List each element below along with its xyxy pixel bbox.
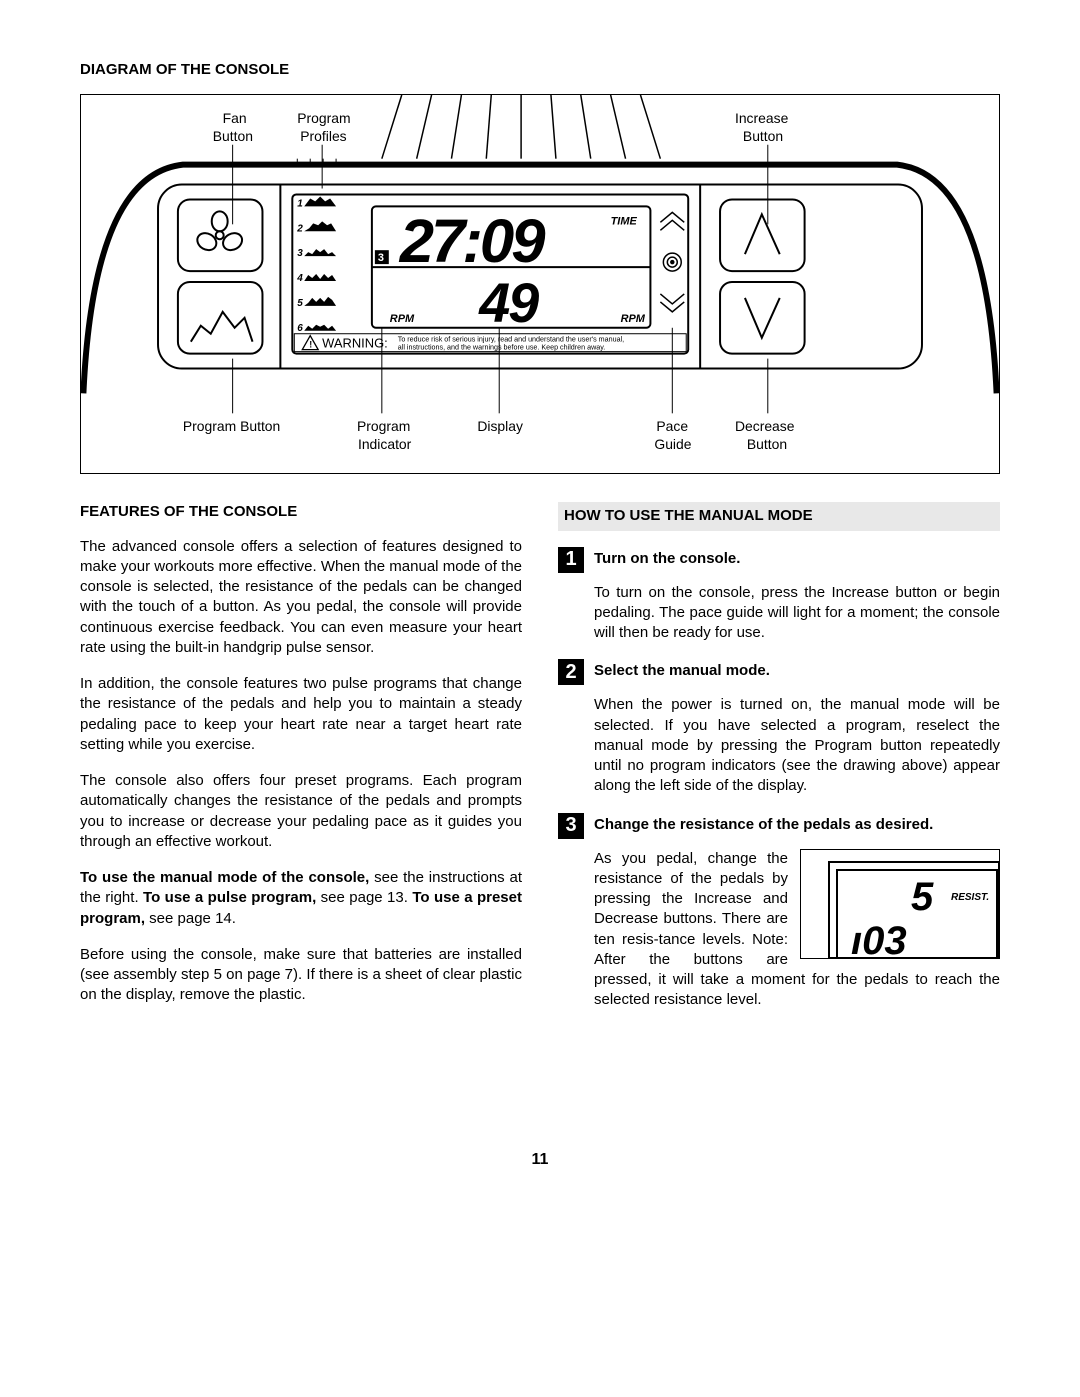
console-diagram: Fan Button Program Profiles Increase But… bbox=[80, 94, 1000, 474]
warning-word: WARNING: bbox=[322, 336, 388, 351]
pace-guide bbox=[660, 213, 684, 312]
label-program-button: Program Button bbox=[183, 418, 280, 434]
left-column: FEATURES OF THE CONSOLE The advanced con… bbox=[80, 502, 522, 1028]
lcd-time-label: TIME bbox=[611, 216, 638, 228]
svg-text:2: 2 bbox=[296, 224, 303, 235]
lcd-rpm-left: RPM bbox=[390, 313, 415, 325]
heading-features: FEATURES OF THE CONSOLE bbox=[80, 502, 522, 522]
step-num-2: 2 bbox=[558, 659, 584, 685]
svg-text:1: 1 bbox=[297, 199, 303, 210]
step-num-3: 3 bbox=[558, 813, 584, 839]
resist-label: RESIST. bbox=[951, 892, 989, 903]
resist-top-digit: 5 bbox=[911, 875, 934, 919]
label-increase-2: Button bbox=[743, 128, 783, 144]
program-indicator-value: 3 bbox=[378, 252, 384, 264]
label-decrease-1: Decrease bbox=[735, 418, 795, 434]
resist-bottom-digits: ı03 bbox=[851, 919, 907, 960]
label-fan-1: Fan bbox=[223, 110, 247, 126]
features-p1: The advanced console offers a selection … bbox=[80, 537, 522, 659]
step-2: 2 Select the manual mode. bbox=[558, 659, 1000, 685]
step3-body: RESIST. 5 ı03 As you pedal, change the r… bbox=[594, 849, 1000, 1011]
heading-diagram: DIAGRAM OF THE CONSOLE bbox=[80, 60, 1000, 80]
label-fan-2: Button bbox=[213, 128, 253, 144]
program-button[interactable] bbox=[178, 282, 263, 354]
fan-button[interactable] bbox=[178, 200, 263, 272]
label-indicator-1: Program bbox=[357, 418, 410, 434]
features-p2: In addition, the console features two pu… bbox=[80, 674, 522, 755]
svg-text:6: 6 bbox=[297, 323, 303, 334]
decrease-button[interactable] bbox=[720, 282, 805, 354]
label-pace-1: Pace bbox=[656, 418, 688, 434]
heading-manual: HOW TO USE THE MANUAL MODE bbox=[558, 502, 1000, 530]
features-p5: Before using the console, make sure that… bbox=[80, 945, 522, 1006]
label-decrease-2: Button bbox=[747, 436, 787, 452]
svg-text:3: 3 bbox=[297, 248, 303, 259]
step2-title: Select the manual mode. bbox=[594, 661, 770, 681]
step1-title: Turn on the console. bbox=[594, 549, 740, 569]
label-profiles-2: Profiles bbox=[300, 128, 346, 144]
svg-text:!: ! bbox=[309, 340, 312, 350]
label-increase-1: Increase bbox=[735, 110, 789, 126]
increase-button[interactable] bbox=[720, 200, 805, 272]
label-profiles-1: Program bbox=[297, 110, 350, 126]
features-p3: The console also offers four preset prog… bbox=[80, 771, 522, 852]
step-3: 3 Change the resistance of the pedals as… bbox=[558, 813, 1000, 839]
lcd-time-value: 27:09 bbox=[399, 207, 546, 276]
step1-body: To turn on the console, press the Increa… bbox=[594, 583, 1000, 644]
label-pace-2: Guide bbox=[654, 436, 691, 452]
label-indicator-2: Indicator bbox=[358, 436, 412, 452]
step2-body: When the power is turned on, the manual … bbox=[594, 695, 1000, 796]
svg-text:4: 4 bbox=[296, 273, 303, 284]
resist-inset: RESIST. 5 ı03 bbox=[800, 849, 1000, 959]
warning-line1: To reduce risk of serious injury, read a… bbox=[398, 336, 624, 344]
svg-text:5: 5 bbox=[297, 298, 303, 309]
lcd-rpm-value: 49 bbox=[478, 272, 539, 334]
step3-title: Change the resistance of the pedals as d… bbox=[594, 815, 933, 835]
warning-line2: all instructions, and the warnings befor… bbox=[398, 344, 606, 352]
page-number: 11 bbox=[80, 1149, 1000, 1171]
label-display: Display bbox=[477, 418, 523, 434]
features-p4: To use the manual mode of the console, s… bbox=[80, 868, 522, 929]
step-num-1: 1 bbox=[558, 547, 584, 573]
lcd-rpm-right: RPM bbox=[621, 313, 646, 325]
right-column: HOW TO USE THE MANUAL MODE 1 Turn on the… bbox=[558, 502, 1000, 1028]
step-1: 1 Turn on the console. bbox=[558, 547, 1000, 573]
